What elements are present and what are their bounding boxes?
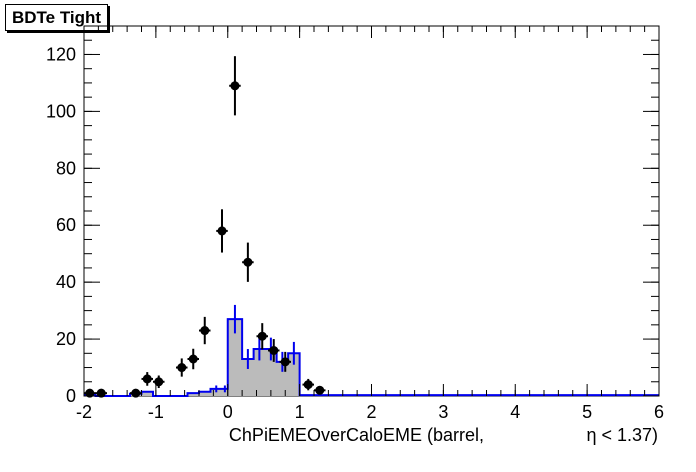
x-tick-label: -2 bbox=[76, 402, 92, 422]
chart-title: BDTe Tight bbox=[5, 4, 109, 31]
y-tick-label: 80 bbox=[56, 158, 76, 178]
data-point bbox=[269, 345, 279, 355]
data-point bbox=[142, 374, 152, 384]
x-tick-label: 0 bbox=[223, 402, 233, 422]
data-point bbox=[154, 377, 164, 387]
y-tick-label: 60 bbox=[56, 215, 76, 235]
data-point bbox=[85, 388, 95, 398]
y-tick-label: 0 bbox=[66, 386, 76, 406]
x-tick-label: 6 bbox=[654, 402, 664, 422]
x-axis-title-eta: η < 1.37) bbox=[586, 425, 658, 445]
data-point bbox=[243, 257, 253, 267]
data-point bbox=[257, 331, 267, 341]
data-point bbox=[131, 388, 141, 398]
plot-frame bbox=[83, 25, 660, 397]
data-point bbox=[96, 388, 106, 398]
y-tick-label: 100 bbox=[46, 101, 76, 121]
x-tick-label: 5 bbox=[582, 402, 592, 422]
data-point bbox=[315, 385, 325, 395]
data-point bbox=[230, 81, 240, 91]
data-point bbox=[200, 326, 210, 336]
x-tick-label: 3 bbox=[438, 402, 448, 422]
x-axis-title: ChPiEMEOverCaloEME (barrel, bbox=[229, 425, 484, 445]
x-tick-label: 1 bbox=[295, 402, 305, 422]
data-point bbox=[217, 226, 227, 236]
data-point bbox=[177, 363, 187, 373]
x-tick-label: -1 bbox=[148, 402, 164, 422]
data-point bbox=[303, 380, 313, 390]
y-tick-label: 120 bbox=[46, 44, 76, 64]
data-point bbox=[188, 354, 198, 364]
data-point bbox=[280, 357, 290, 367]
data-points-layer bbox=[84, 56, 326, 398]
y-tick-label: 20 bbox=[56, 329, 76, 349]
x-tick-label: 2 bbox=[366, 402, 376, 422]
x-tick-label: 4 bbox=[510, 402, 520, 422]
histogram-layer bbox=[84, 304, 659, 397]
y-tick-label: 40 bbox=[56, 272, 76, 292]
